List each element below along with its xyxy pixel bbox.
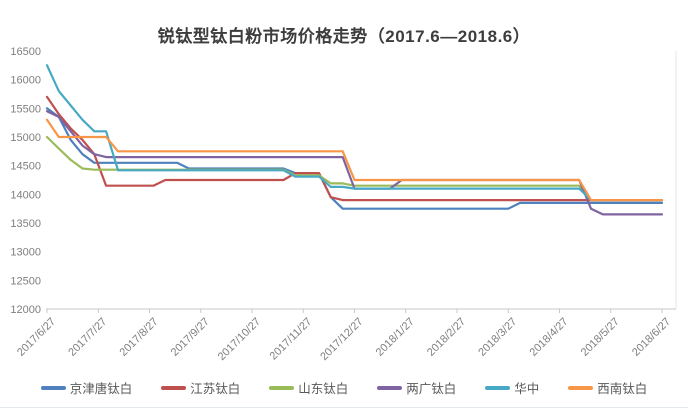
chart-title: 锐钛型钛白粉市场价格走势（2017.6—2018.6） xyxy=(157,27,531,46)
legend-swatch-icon xyxy=(269,385,295,390)
x-axis-tick-label: 2018/2/27 xyxy=(425,316,468,359)
legend-label: 华中 xyxy=(514,382,540,396)
legend-swatch-icon xyxy=(161,385,187,390)
y-axis-tick-label: 16500 xyxy=(10,46,41,58)
y-axis-tick-label: 12000 xyxy=(10,304,41,316)
x-axis-tick-label: 2018/5/27 xyxy=(579,316,622,359)
legend-label: 西南钛白 xyxy=(597,382,648,396)
x-axis-tick-label: 2017/7/27 xyxy=(66,316,109,359)
legend-swatch-icon xyxy=(40,385,66,390)
legend-item-西南钛白: 西南钛白 xyxy=(568,378,647,397)
x-axis-tick-label: 2018/4/27 xyxy=(528,316,571,359)
y-axis-tick-label: 15500 xyxy=(10,103,41,115)
legend-item-华中: 华中 xyxy=(485,378,539,397)
series-line-西南钛白 xyxy=(45,118,664,202)
series-lines xyxy=(45,64,664,216)
y-axis-tick-label: 16000 xyxy=(10,75,41,87)
x-axis-tick-label: 2017/9/27 xyxy=(169,316,212,359)
legend-item-京津唐钛白: 京津唐钛白 xyxy=(40,378,133,397)
legend-item-山东钛白: 山东钛白 xyxy=(269,378,348,397)
price-trend-chart: 16500 16000 15500 15000 14500 14000 13500 13000… xyxy=(10,46,677,363)
x-axis-tick-label: 2017/12/27 xyxy=(318,316,365,363)
legend-label: 山东钛白 xyxy=(298,382,349,396)
legend-item-江苏钛白: 江苏钛白 xyxy=(161,378,240,397)
legend-label: 两广钛白 xyxy=(406,382,457,396)
chart-legend: 京津唐钛白 江苏钛白 山东钛白 两广钛白 华中 西南钛白 xyxy=(0,378,688,397)
x-axis-tick-label: 2017/10/27 xyxy=(216,316,263,363)
legend-item-两广钛白: 两广钛白 xyxy=(377,378,456,397)
series-line-山东钛白 xyxy=(45,135,664,202)
y-axis-tick-label: 13500 xyxy=(10,218,41,230)
x-axis-ticks xyxy=(46,309,663,313)
series-line-京津唐钛白 xyxy=(45,107,664,210)
y-axis-tick-label: 13000 xyxy=(10,247,41,259)
x-axis-tick-label: 2017/8/27 xyxy=(118,316,161,359)
x-axis-tick-label: 2018/3/27 xyxy=(476,316,519,359)
legend-label: 江苏钛白 xyxy=(190,382,241,396)
x-axis-tick-label: 2017/11/27 xyxy=(268,316,315,363)
y-axis-tick-label: 14000 xyxy=(10,189,41,201)
legend-swatch-icon xyxy=(377,385,403,390)
y-axis-labels: 16500 16000 15500 15000 14500 14000 13500 13000… xyxy=(10,46,41,316)
series-line-华中 xyxy=(45,64,664,202)
x-axis-labels: 2017/6/27 2017/7/27 2017/8/27 2017/9/27 2017… xyxy=(15,316,673,363)
x-axis-tick-label: 2017/6/27 xyxy=(15,316,58,359)
legend-swatch-icon xyxy=(485,385,511,390)
y-axis-tick-label: 15000 xyxy=(10,132,41,144)
legend-label: 京津唐钛白 xyxy=(69,382,133,396)
y-axis-tick-label: 12500 xyxy=(10,275,41,287)
x-axis-tick-label: 2018/6/27 xyxy=(630,316,673,359)
x-axis-tick-label: 2018/1/27 xyxy=(374,316,417,359)
series-line-江苏钛白 xyxy=(45,95,664,202)
legend-swatch-icon xyxy=(568,385,594,390)
y-axis-tick-label: 14500 xyxy=(10,161,41,173)
